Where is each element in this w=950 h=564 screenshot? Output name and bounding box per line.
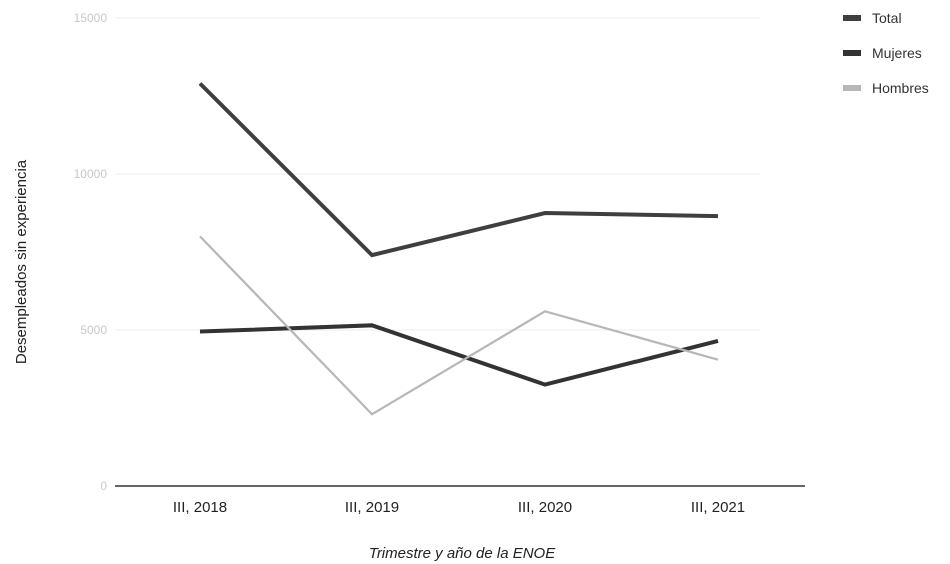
series-line-mujeres: [199, 323, 719, 387]
legend-label: Mujeres: [872, 45, 922, 61]
x-tick-label: III, 2019: [345, 499, 399, 516]
y-axis-ticks: 0 5000 10000 15000: [74, 11, 108, 493]
y-axis-title: Desempleados sin experiencia: [13, 159, 30, 364]
legend-swatch: [843, 15, 861, 21]
y-tick-label: 0: [100, 479, 107, 493]
series-lines: [198, 82, 719, 416]
y-tick-label: 15000: [74, 11, 108, 25]
gridlines: [115, 17, 760, 331]
x-axis-ticks: III, 2018 III, 2019 III, 2020 III, 2021: [173, 499, 745, 516]
legend-swatch: [843, 85, 861, 91]
x-tick-label: III, 2020: [518, 499, 572, 516]
legend-label: Hombres: [872, 80, 929, 96]
x-tick-label: III, 2018: [173, 499, 227, 516]
legend: Total Mujeres Hombres: [843, 10, 929, 96]
y-tick-label: 5000: [80, 323, 107, 337]
y-tick-label: 10000: [74, 167, 108, 181]
series-line-hombres: [199, 235, 719, 416]
x-axis-title: Trimestre y año de la ENOE: [369, 545, 556, 562]
x-tick-label: III, 2021: [691, 499, 745, 516]
series-line-total: [198, 82, 719, 258]
legend-swatch: [843, 50, 861, 56]
legend-label: Total: [872, 10, 902, 26]
